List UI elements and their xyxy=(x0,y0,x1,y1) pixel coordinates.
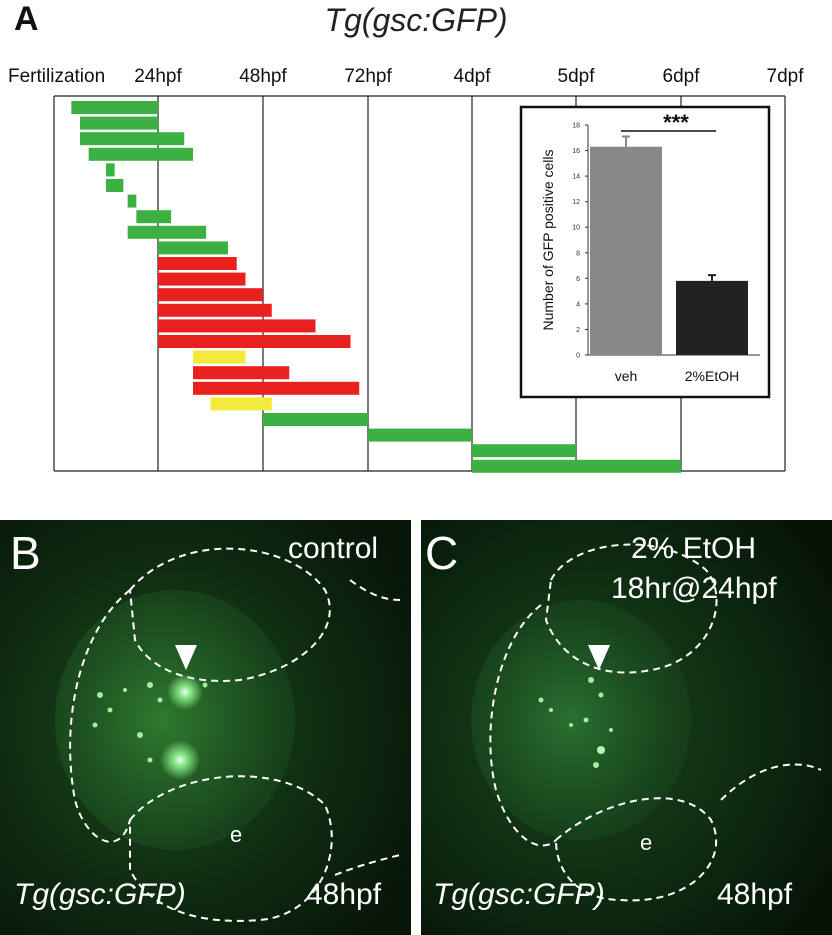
exposure-bar-green xyxy=(127,225,207,239)
exposure-bar-green xyxy=(136,210,172,224)
inset-bar xyxy=(590,146,662,355)
panel-c-condition-line2: 18hr@24hpf xyxy=(611,572,777,605)
exposure-bar-red xyxy=(158,335,351,348)
inset-y-tick-label: 0 xyxy=(576,353,580,360)
inset-y-tick-label: 4 xyxy=(576,301,580,308)
panel-b-letter: B xyxy=(10,527,41,579)
timepoint-label: 4dpf xyxy=(454,66,492,87)
inset-bars: veh 2%EtOH *** xyxy=(590,110,748,384)
timepoint-label: 48hpf xyxy=(239,66,287,87)
significance-label: *** xyxy=(663,110,689,135)
inset-y-tick-label: 18 xyxy=(572,123,580,130)
exposure-bar-green xyxy=(158,241,228,255)
panel-c-transgene: Tg(gsc:GFP) xyxy=(433,878,605,911)
exposure-bar-red xyxy=(158,319,316,333)
exposure-bar-green xyxy=(80,116,158,130)
inset-bar xyxy=(676,280,748,355)
timepoint-label: 24hpf xyxy=(134,66,182,87)
panel-b-condition: control xyxy=(288,532,379,565)
panel-c-stage: 48hpf xyxy=(717,878,793,911)
timepoint-label: 7dpf xyxy=(767,66,805,87)
exposure-bar-green xyxy=(127,194,137,208)
panel-c-condition-line1: 2% EtOH xyxy=(631,532,757,565)
exposure-bar-green xyxy=(88,147,193,161)
exposure-bar-yellow xyxy=(193,350,246,364)
exposure-bar-green xyxy=(472,444,576,458)
panel-b-eye-label: e xyxy=(230,822,243,847)
panel-c-letter: C xyxy=(425,527,459,579)
timepoint-label: 6dpf xyxy=(663,66,701,87)
panel-c-eye-label: e xyxy=(640,830,653,855)
micrograph-control: B control e Tg(gsc:GFP) 48hpf xyxy=(0,520,411,935)
timepoint-label: 5dpf xyxy=(558,66,596,87)
timepoint-label: 72hpf xyxy=(344,66,392,87)
outline-dashes-b xyxy=(69,547,401,922)
arrowhead-icon xyxy=(175,645,197,670)
exposure-bar-yellow xyxy=(210,397,272,411)
inset-category-label: veh xyxy=(615,368,638,384)
exposure-bar-green xyxy=(263,413,368,426)
exposure-bar-green xyxy=(106,179,124,192)
exposure-bar-red xyxy=(158,257,237,270)
inset-y-tick-label: 10 xyxy=(572,225,580,232)
inset-y-axis-label: Number of GFP positive cells xyxy=(540,149,556,330)
micrograph-ethanol: C 2% EtOH 18hr@24hpf e Tg(gsc:GFP) 48hpf xyxy=(421,520,832,935)
exposure-bar-red xyxy=(158,272,246,286)
timepoint-labels: Fertilization 24hpf 48hpf 72hpf 4dpf 5dpf 6dpf… xyxy=(8,66,804,87)
inset-y-tick-label: 12 xyxy=(572,199,580,206)
timepoint-label: Fertilization xyxy=(8,66,105,87)
exposure-bar-red xyxy=(193,381,360,395)
panel-b-transgene: Tg(gsc:GFP) xyxy=(14,878,186,911)
gfp-cells-c xyxy=(538,677,613,768)
exposure-bar-red xyxy=(158,288,263,302)
panel-a-title: Tg(gsc:GFP) xyxy=(324,2,508,38)
inset-y-tick-label: 14 xyxy=(572,174,580,181)
inset-category-label: 2%EtOH xyxy=(685,368,739,384)
exposure-bar-green xyxy=(71,101,158,114)
inset-y-tick-label: 2 xyxy=(576,327,580,334)
exposure-bar-green xyxy=(368,428,472,442)
inset-y-tick-label: 6 xyxy=(576,276,580,283)
inset-y-tick-label: 16 xyxy=(572,148,580,155)
exposure-bar-green xyxy=(80,132,185,146)
exposure-bar-green xyxy=(106,163,115,177)
panel-a-letter: A xyxy=(14,0,39,38)
exposure-bar-red xyxy=(193,366,290,380)
exposure-bars xyxy=(71,101,681,473)
gfp-cells-b xyxy=(92,674,208,780)
inset-y-tick-label: 8 xyxy=(576,250,580,257)
exposure-timeline: Fertilization 24hpf 48hpf 72hpf 4dpf 5dpf 6dpf… xyxy=(8,66,804,473)
arrowhead-icon xyxy=(588,645,610,670)
exposure-bar-green xyxy=(472,459,681,473)
exposure-bar-red xyxy=(158,303,272,317)
outline-dashes-c xyxy=(489,543,822,902)
panel-b-stage: 48hpf xyxy=(306,878,382,911)
gfp-count-inset: 0 2 4 6 8 10 12 14 16 18 Number of GFP positive ce… xyxy=(519,105,771,399)
